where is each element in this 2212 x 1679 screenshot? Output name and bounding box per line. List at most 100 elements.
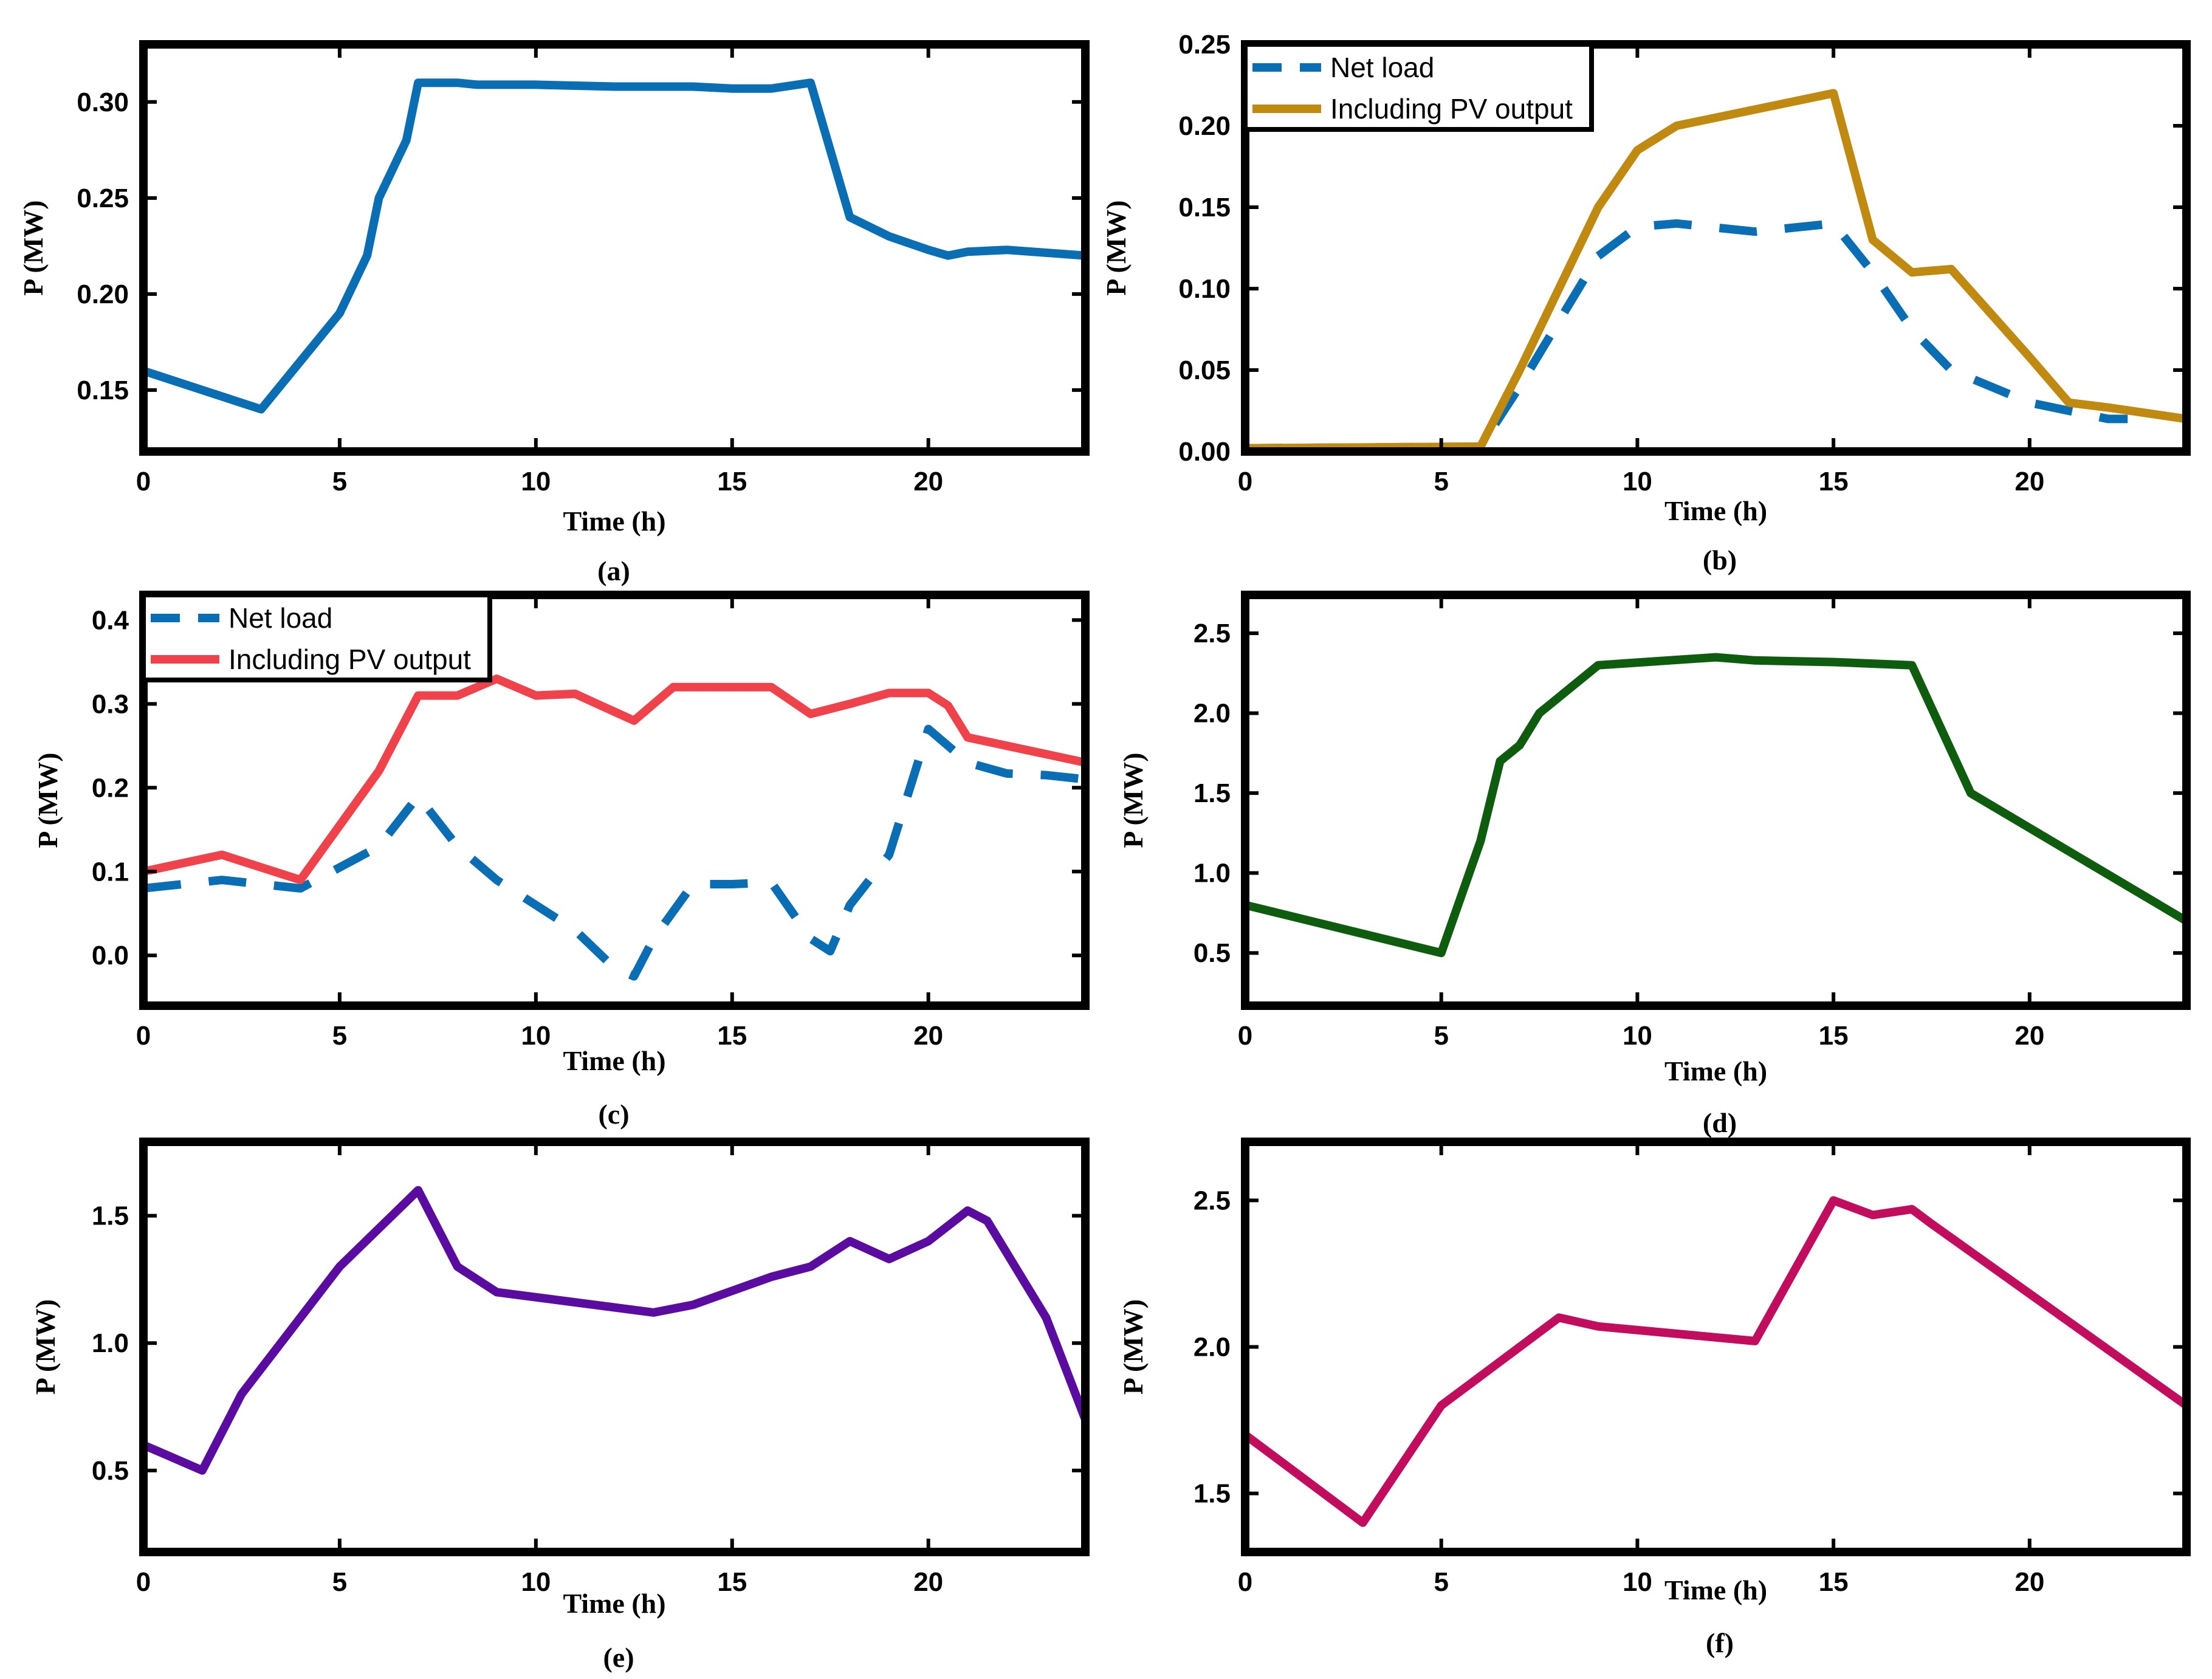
y-tick-label: 0.4 — [92, 605, 129, 635]
legend-box — [141, 592, 492, 682]
legend-label: Net load — [1330, 52, 1434, 83]
y-tick-label: 0.25 — [77, 184, 129, 213]
y-tick-label: 2.0 — [1194, 699, 1231, 729]
series-line-c-pv-output — [143, 675, 1085, 885]
y-axis-label: P (MW) — [32, 752, 63, 848]
x-tick-label: 5 — [1434, 1021, 1448, 1051]
chart-d: 0 5 10 15 20 0.5 1.0 1.5 2.0 2.5 Time (h) P (MW) — [1118, 591, 2191, 1087]
panel-e-label: (e) — [603, 1642, 634, 1673]
legend-label: Including PV output — [228, 644, 471, 675]
y-axis-label: P (MW) — [1101, 200, 1132, 295]
y-tick-label: 0.0 — [92, 941, 129, 970]
x-axis-label: Time (h) — [563, 1588, 665, 1619]
x-tick-label: 0 — [1238, 467, 1252, 496]
panel-c-label: (c) — [598, 1099, 629, 1130]
x-tick-label: 0 — [136, 1021, 151, 1051]
y-tick-label: 0.5 — [92, 1456, 129, 1486]
y-tick-label: 0.20 — [77, 280, 129, 309]
legend-label: Net load — [228, 602, 332, 634]
series-line-f-load — [1245, 1196, 2186, 1527]
x-tick-label: 15 — [717, 1021, 747, 1051]
x-axis-label: Time (h) — [1664, 1574, 1767, 1605]
x-tick-label: 20 — [913, 1021, 943, 1051]
x-tick-label: 20 — [2014, 1021, 2044, 1051]
x-tick-label: 0 — [136, 467, 151, 496]
axes-frame-e — [139, 1138, 1090, 1556]
y-tick-label: 2.5 — [1194, 619, 1231, 648]
x-tick-label: 10 — [1623, 1567, 1652, 1597]
y-tick-label: 0.00 — [1178, 437, 1231, 467]
x-axis-label: Time (h) — [563, 1045, 665, 1076]
y-tick-label: 2.5 — [1194, 1186, 1231, 1215]
x-tick-label: 15 — [1819, 1567, 1849, 1597]
x-tick-label: 10 — [1623, 467, 1652, 496]
x-axis-label: Time (h) — [1664, 1056, 1767, 1087]
x-tick-label: 10 — [521, 1021, 551, 1051]
legend-c: Net load Including PV output — [141, 592, 492, 682]
y-axis-label: P (MW) — [18, 200, 49, 295]
axes-frame-c — [139, 591, 1090, 1010]
chart-f: 0 5 10 15 20 1.5 2.0 2.5 Time (h) P (MW) — [1118, 1138, 2191, 1605]
x-tick-label: 0 — [1238, 1567, 1252, 1597]
series-line-c-net-load — [143, 724, 1085, 981]
y-tick-label: 0.10 — [1178, 274, 1231, 304]
x-tick-label: 5 — [332, 467, 347, 496]
y-tick-label: 0.15 — [1178, 193, 1231, 222]
y-tick-label: 0.5 — [1194, 938, 1231, 968]
x-tick-label: 0 — [136, 1567, 151, 1597]
series-line-d-load — [1245, 653, 2186, 958]
y-tick-label: 1.0 — [1194, 859, 1231, 888]
x-tick-label: 20 — [2014, 1567, 2044, 1597]
axes-frame-d — [1241, 591, 2191, 1010]
y-tick-label: 0.15 — [77, 376, 129, 405]
x-tick-label: 10 — [521, 467, 551, 496]
x-tick-label: 5 — [1434, 467, 1448, 496]
x-tick-label: 0 — [1238, 1021, 1252, 1051]
y-axis-label: P (MW) — [1118, 1299, 1149, 1395]
y-tick-label: 2.0 — [1194, 1333, 1231, 1362]
x-tick-label: 5 — [1434, 1567, 1448, 1597]
panel-b-label: (b) — [1703, 544, 1737, 575]
y-tick-label: 1.5 — [1194, 1479, 1231, 1509]
series-line-b-pv-output — [1245, 89, 2186, 452]
y-tick-label: 0.20 — [1178, 111, 1231, 141]
x-tick-label: 10 — [1623, 1021, 1652, 1051]
y-tick-label: 1.5 — [1194, 778, 1231, 808]
y-axis-label: P (MW) — [30, 1299, 61, 1395]
series-line-b-net-load — [1245, 219, 2128, 452]
series-line-e-load — [143, 1186, 1085, 1475]
panel-d-label: (d) — [1703, 1107, 1737, 1138]
chart-e: 0 5 10 15 20 0.5 1.0 1.5 Time (h) P (MW) — [30, 1138, 1090, 1619]
x-tick-label: 10 — [521, 1567, 551, 1597]
y-tick-label: 1.0 — [92, 1328, 129, 1358]
x-axis-label: Time (h) — [563, 506, 665, 537]
x-tick-label: 20 — [913, 1567, 943, 1597]
axes-frame-b — [1241, 40, 2191, 456]
y-tick-label: 0.05 — [1178, 355, 1231, 385]
x-tick-label: 5 — [332, 1567, 347, 1597]
panel-a-label: (a) — [597, 555, 630, 586]
y-tick-label: 0.2 — [92, 773, 129, 803]
legend-b: Net load Including PV output — [1243, 42, 1594, 132]
x-tick-label: 15 — [717, 467, 747, 496]
y-axis-label: P (MW) — [1118, 752, 1149, 848]
legend-label: Including PV output — [1330, 93, 1573, 125]
y-tick-label: 0.1 — [92, 857, 129, 887]
chart-b: 0 5 10 15 20 0.00 0.05 0.10 0.15 0.20 0.25 Time (h)… — [1101, 30, 2191, 526]
panel-f-label: (f) — [1706, 1627, 1734, 1658]
x-axis-label: Time (h) — [1664, 495, 1767, 526]
x-tick-label: 15 — [1819, 1021, 1849, 1051]
x-tick-label: 5 — [332, 1021, 347, 1051]
x-tick-label: 20 — [2014, 467, 2044, 496]
legend-box — [1243, 42, 1594, 132]
chart-a: 0 5 10 15 20 0.15 0.20 0.25 0.30 Time (h) P (MW) — [18, 40, 1090, 537]
chart-c: 0 5 10 15 20 0.0 0.1 0.2 0.3 0.4 Time (h) P (MW) Net… — [32, 591, 1090, 1076]
y-tick-label: 0.3 — [92, 689, 129, 719]
series-line-a-load — [143, 78, 1085, 414]
y-tick-label: 0.25 — [1178, 30, 1231, 60]
y-tick-label: 0.30 — [77, 88, 129, 117]
x-tick-label: 15 — [1819, 467, 1849, 496]
x-tick-label: 20 — [913, 467, 943, 496]
